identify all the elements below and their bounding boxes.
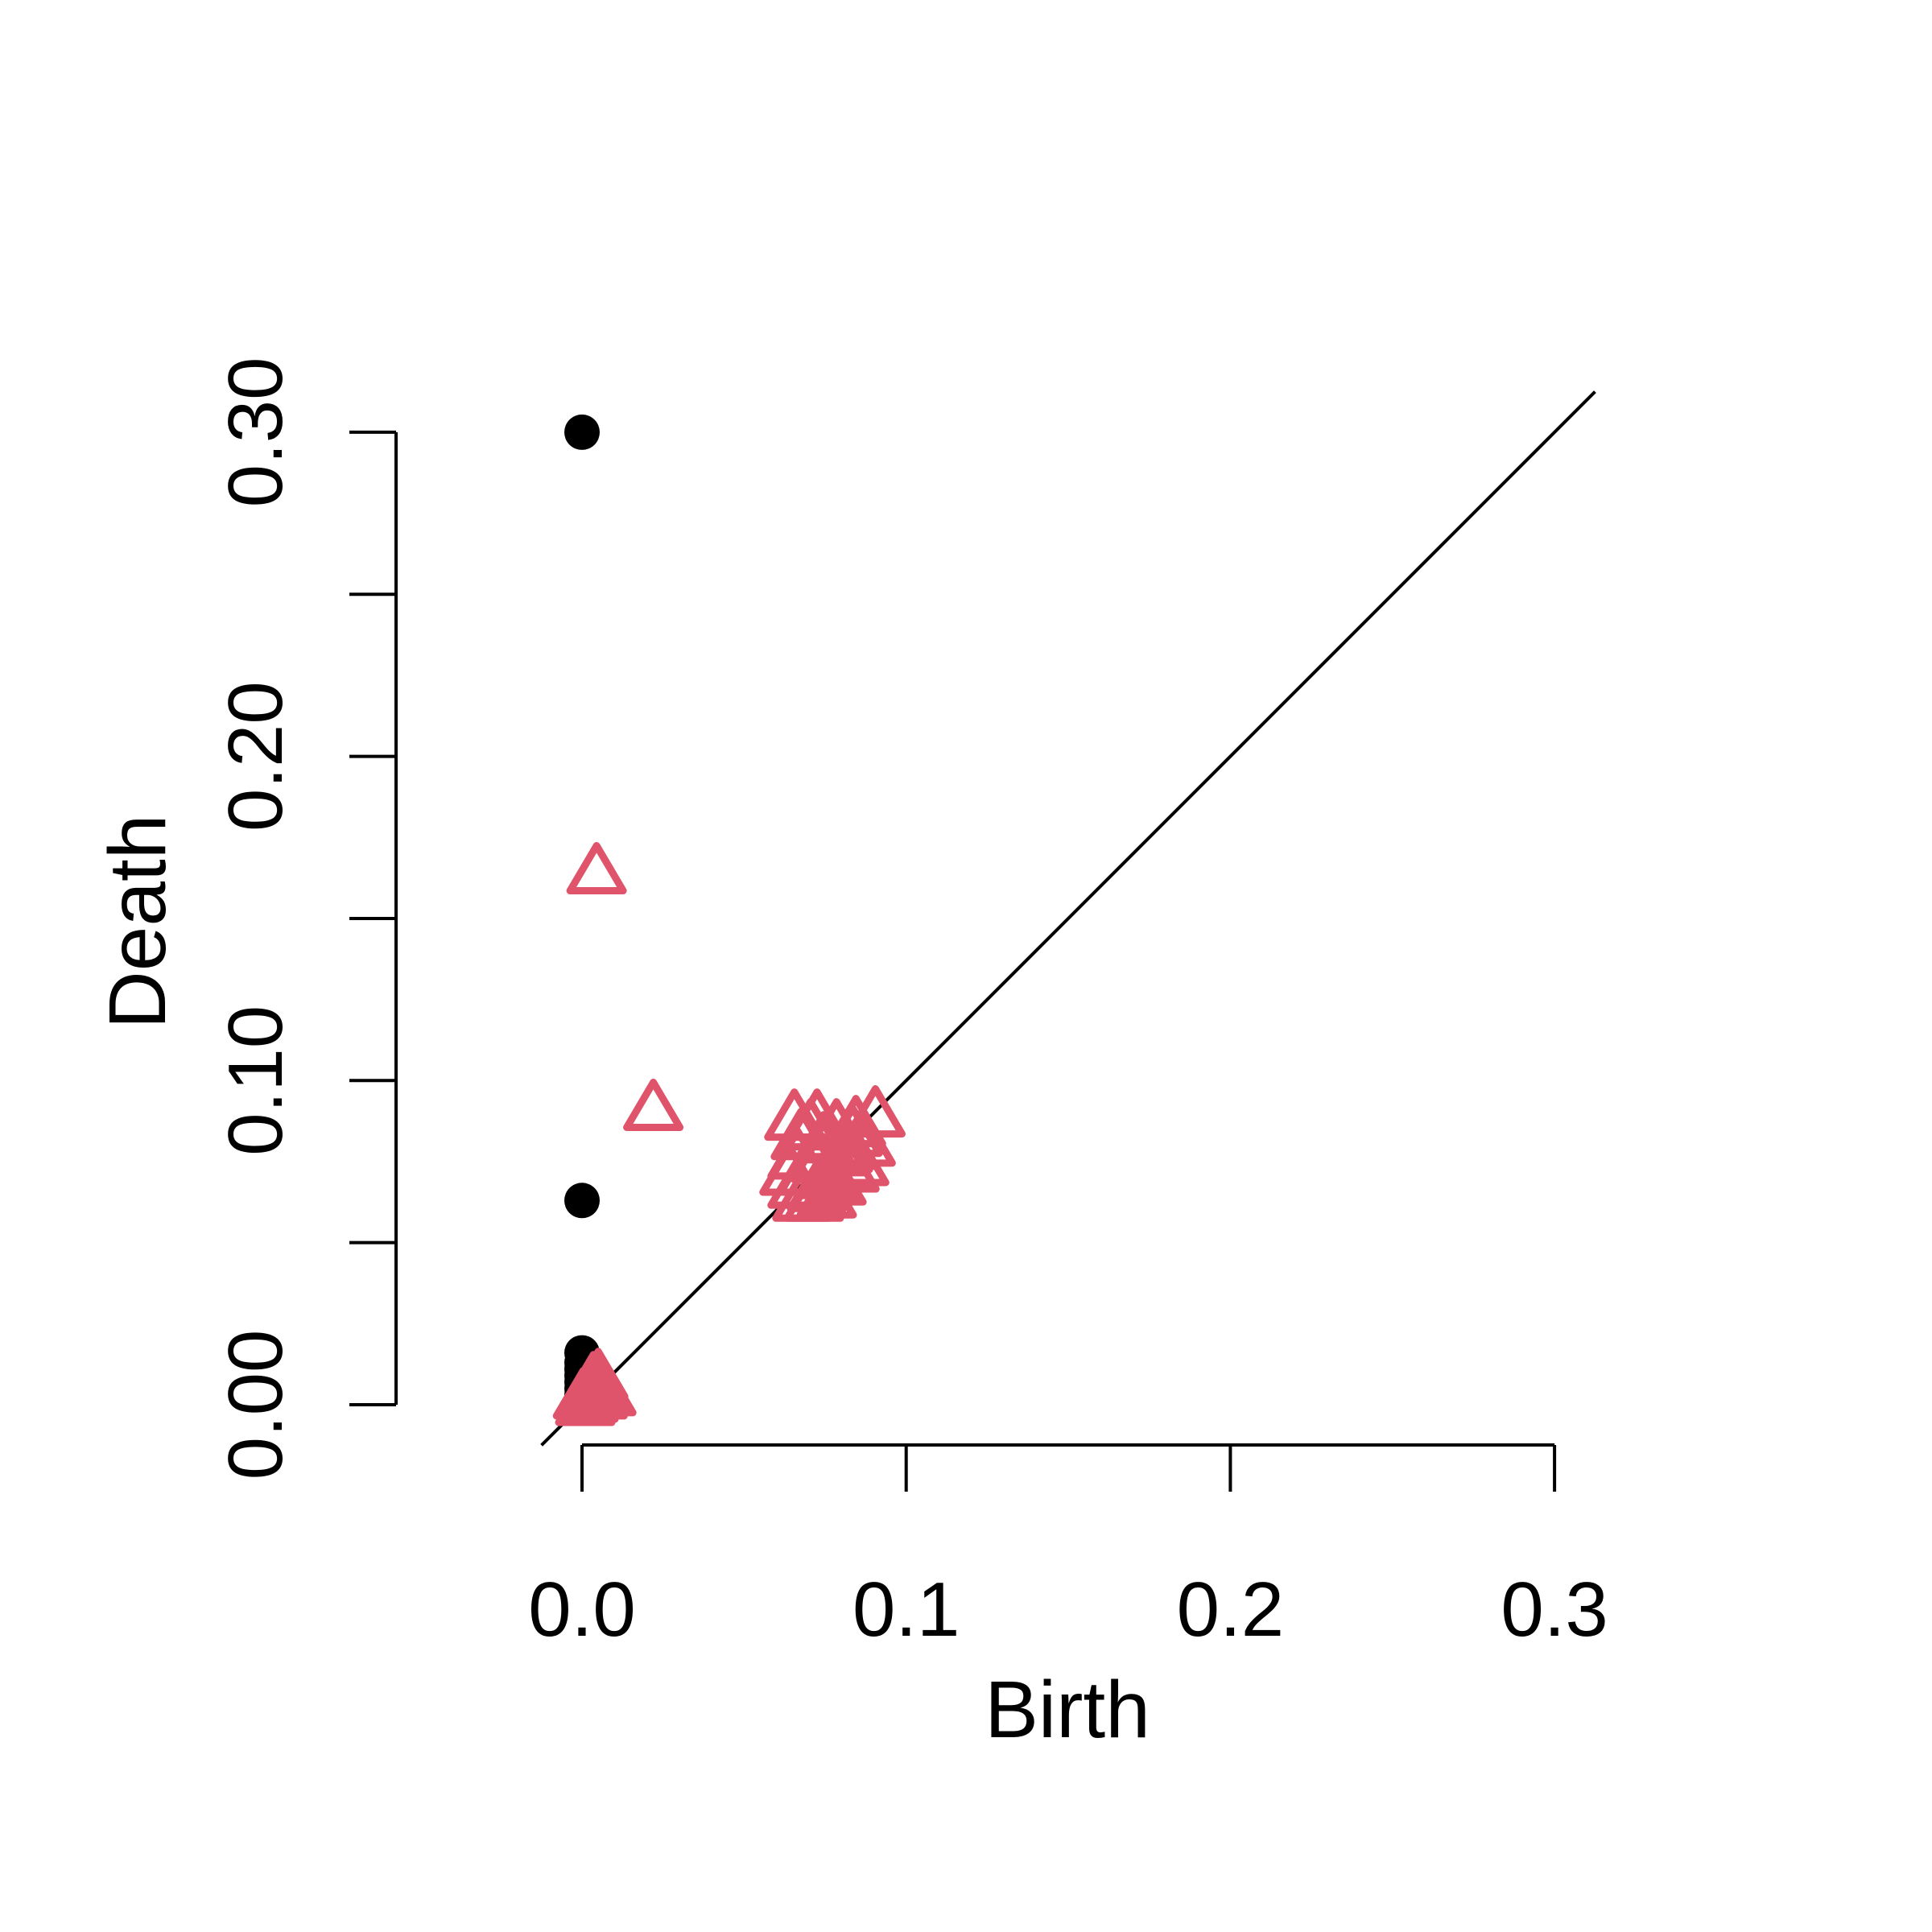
x-tick-label: 0.2 — [1177, 1567, 1284, 1653]
point-dimension-1 — [759, 1143, 820, 1196]
y-axis-label: Death — [93, 815, 183, 1030]
point-dimension-1 — [780, 1098, 841, 1151]
y-tick-label: 0.00 — [213, 1330, 299, 1480]
x-tick-label: 0.0 — [528, 1567, 635, 1653]
x-axis-label: Birth — [985, 1665, 1150, 1755]
point-dimension-0 — [564, 414, 600, 450]
point-dimension-1 — [566, 842, 627, 895]
diagonal-line — [540, 390, 1596, 1447]
y-axis-ticks: 0.00 0.10 0.20 0.30 — [213, 357, 396, 1480]
y-tick-label: 0.10 — [213, 1005, 299, 1156]
data-points — [552, 414, 906, 1426]
point-dimension-1 — [822, 1104, 883, 1158]
point-dimension-1 — [828, 1133, 890, 1187]
point-dimension-0 — [564, 1183, 600, 1219]
x-axis-ticks: 0.0 0.1 0.2 0.3 — [528, 1445, 1608, 1653]
point-dimension-1 — [555, 1373, 616, 1426]
x-tick-label: 0.1 — [852, 1567, 960, 1653]
y-tick-label: 0.30 — [213, 357, 299, 507]
y-tick-label: 0.20 — [213, 681, 299, 832]
x-tick-label: 0.3 — [1501, 1567, 1608, 1653]
point-dimension-1 — [623, 1079, 684, 1132]
